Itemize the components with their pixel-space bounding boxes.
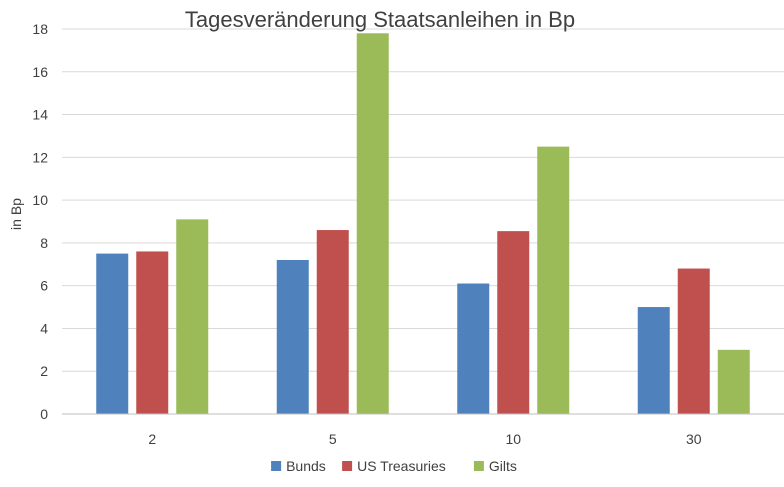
bars bbox=[96, 33, 750, 415]
x-tick-label: 2 bbox=[148, 431, 156, 447]
y-tick-label: 2 bbox=[40, 363, 48, 379]
bar-gilts-2 bbox=[176, 219, 209, 414]
legend-swatch-gilts bbox=[473, 461, 484, 471]
y-tick-label: 10 bbox=[32, 192, 48, 208]
bar-us-treasuries-2 bbox=[136, 251, 169, 414]
axes: 0 2 4 6 8 10 12 14 16 18 2 5 10 30 bbox=[32, 21, 784, 447]
bar-bunds-10 bbox=[457, 283, 490, 414]
legend-label: Bunds bbox=[286, 458, 326, 474]
y-tick-label: 0 bbox=[40, 406, 48, 422]
bar-us-treasuries-10 bbox=[497, 231, 530, 414]
bar-gilts-30 bbox=[717, 349, 750, 414]
legend: Bunds US Treasuries Gilts bbox=[271, 458, 517, 474]
chart-title: Tagesveränderung Staatsanleihen in Bp bbox=[185, 7, 575, 32]
y-tick-label: 16 bbox=[32, 64, 48, 80]
x-tick-label: 30 bbox=[686, 431, 702, 447]
legend-swatch-bunds bbox=[271, 461, 282, 471]
bar-gilts-10 bbox=[537, 146, 570, 414]
y-tick-label: 18 bbox=[32, 21, 48, 37]
bar-us-treasuries-30 bbox=[677, 268, 710, 414]
y-tick-label: 6 bbox=[40, 278, 48, 294]
legend-label: US Treasuries bbox=[357, 458, 446, 474]
x-tick-label: 10 bbox=[505, 431, 521, 447]
y-axis-label: in Bp bbox=[8, 198, 24, 230]
legend-label: Gilts bbox=[489, 458, 517, 474]
gridlines bbox=[62, 28, 784, 372]
y-tick-label: 8 bbox=[40, 235, 48, 251]
legend-swatch-us-treasuries bbox=[342, 461, 353, 471]
bar-bunds-5 bbox=[276, 260, 309, 414]
x-tick-label: 5 bbox=[329, 431, 337, 447]
y-tick-label: 4 bbox=[40, 320, 48, 336]
bar-bunds-2 bbox=[96, 253, 129, 414]
y-tick-label: 14 bbox=[32, 107, 48, 123]
bar-us-treasuries-5 bbox=[316, 230, 349, 414]
y-tick-label: 12 bbox=[32, 149, 48, 165]
bar-bunds-30 bbox=[637, 307, 670, 414]
bar-gilts-5 bbox=[356, 33, 389, 415]
